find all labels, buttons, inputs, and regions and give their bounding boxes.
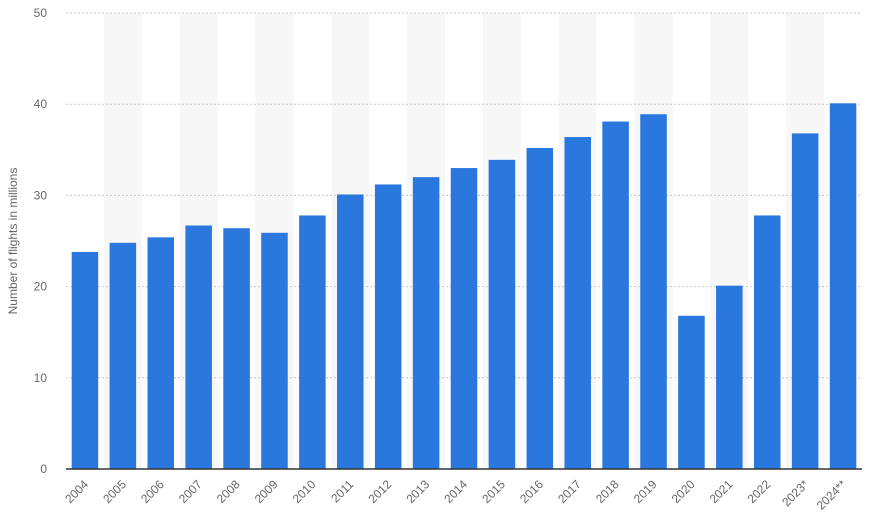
x-tick-label: 2005: [100, 477, 129, 506]
bar-2024**: [829, 103, 857, 470]
x-tick-label: 2010: [290, 477, 319, 506]
bar-2020: [678, 315, 705, 469]
bar-2012: [374, 184, 402, 469]
bars: [71, 103, 857, 470]
bar-2017: [564, 137, 591, 470]
x-tick-label: 2024**: [814, 477, 850, 513]
x-tick-label: 2019: [631, 477, 660, 506]
x-tick-label: 2016: [517, 477, 546, 506]
x-axis-ticks: 2004 2005 2006 2007 2008 2009 2010 2011 2012 2013…: [62, 477, 849, 513]
bar-2021: [716, 285, 743, 469]
bar-2018: [602, 121, 629, 469]
y-tick-label: 40: [34, 97, 48, 111]
bar-2013: [412, 177, 440, 469]
x-tick-label: 2011: [328, 477, 356, 505]
y-tick-label: 10: [34, 371, 48, 385]
y-axis-ticks: 0 10 20 30 40 50: [34, 6, 48, 476]
x-tick-label: 2004: [62, 477, 91, 506]
y-axis-label: Number of flights in millions: [6, 168, 20, 315]
x-tick-label: 2006: [138, 477, 167, 506]
x-tick-label: 2008: [214, 477, 243, 506]
bar-2007: [185, 225, 212, 469]
x-tick-label: 2017: [555, 477, 584, 506]
y-tick-label: 30: [34, 188, 48, 202]
bar-2005: [109, 242, 137, 469]
x-tick-label: 2015: [479, 477, 508, 506]
x-tick-label: 2022: [745, 477, 774, 506]
y-tick-label: 20: [34, 280, 48, 294]
y-tick-label: 0: [40, 462, 47, 476]
bar-2008: [223, 228, 250, 469]
x-tick-label: 2009: [252, 477, 281, 506]
x-tick-label: 2021: [707, 477, 736, 506]
x-tick-label: 2023*: [779, 477, 811, 509]
bar-2015: [488, 159, 516, 469]
x-tick-label: 2007: [176, 477, 205, 506]
bar-2004: [71, 251, 99, 469]
x-tick-label: 2018: [593, 477, 622, 506]
bar-2019: [640, 114, 667, 470]
bar-2009: [261, 232, 288, 469]
x-tick-label: 2020: [669, 477, 698, 506]
bar-2022: [753, 215, 781, 469]
bar-2023*: [791, 133, 819, 469]
x-tick-label: 2013: [403, 477, 432, 506]
x-tick-label: 2014: [441, 477, 470, 506]
bar-2011: [337, 194, 364, 469]
x-tick-label: 2012: [366, 477, 395, 506]
bar-2016: [526, 147, 554, 469]
bar-2010: [299, 215, 326, 469]
y-tick-label: 50: [34, 6, 48, 20]
bar-2006: [147, 237, 175, 469]
bar-2014: [450, 168, 478, 470]
